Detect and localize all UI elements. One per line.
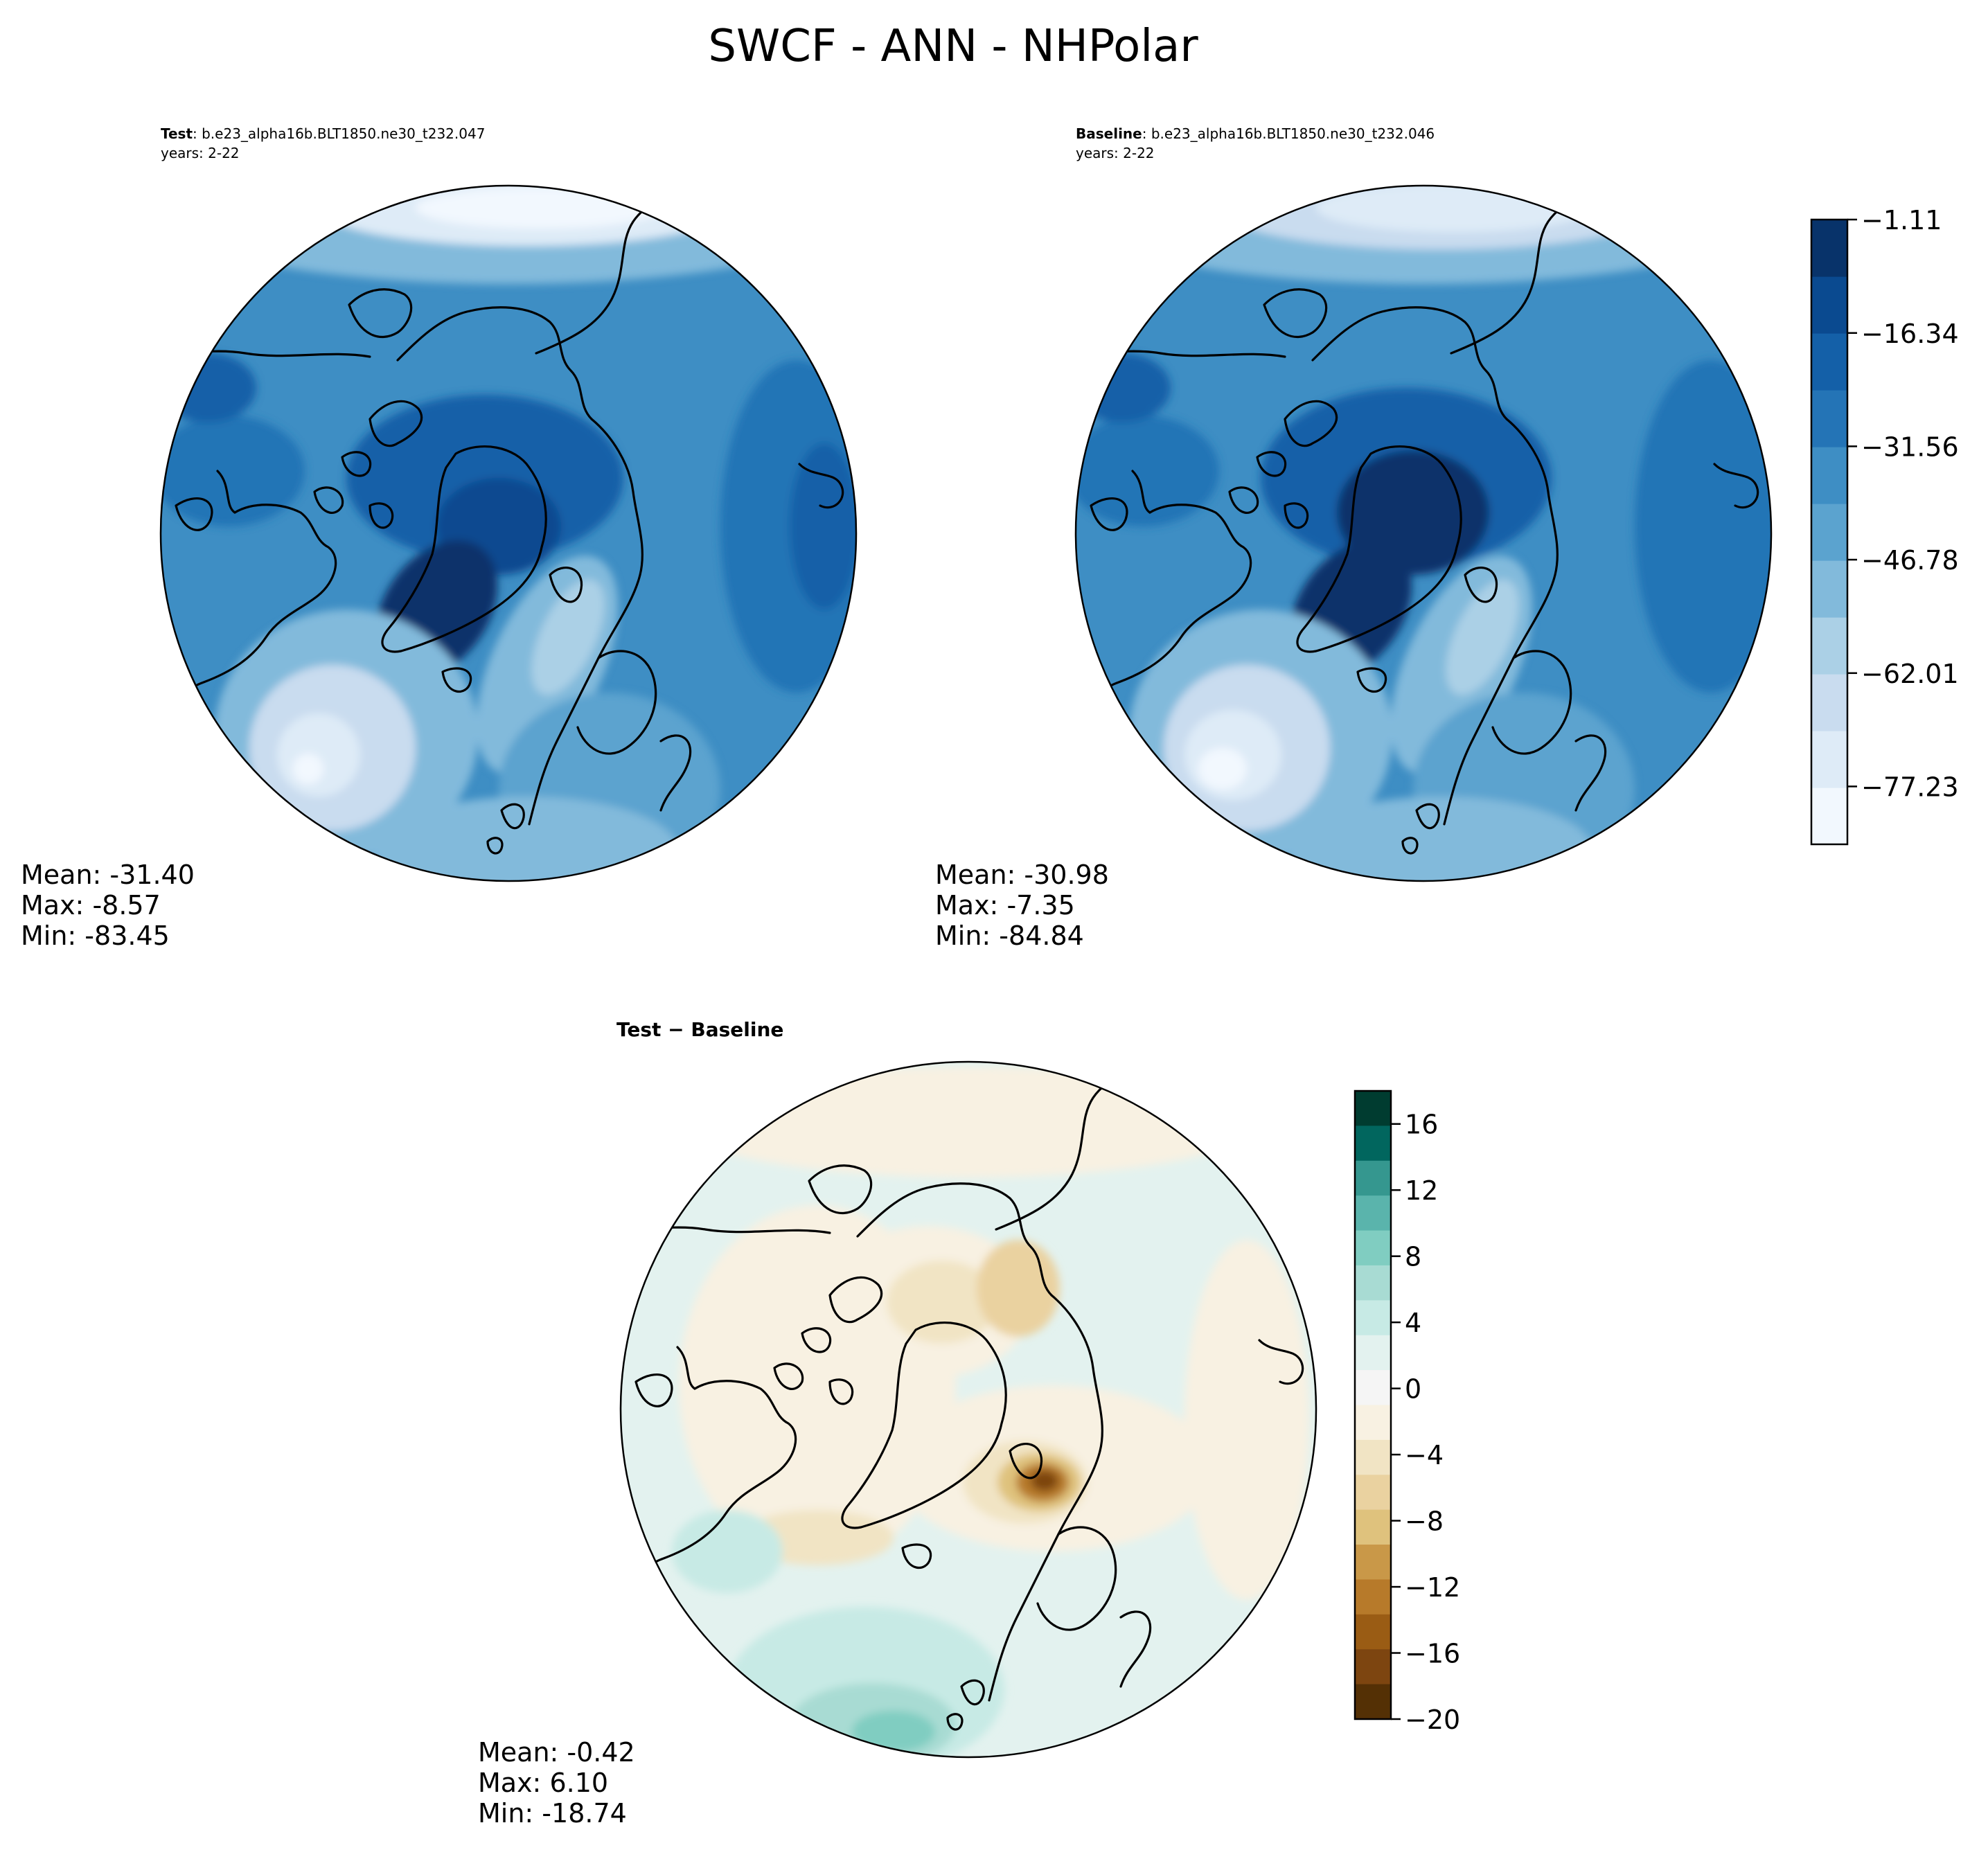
colorbar-swcf-tick-label: −31.56 xyxy=(1861,432,1959,462)
test-stat-mean: Mean: -31.40 xyxy=(21,860,195,890)
colorbar-difference-swatch xyxy=(1355,1230,1391,1266)
panel-test-label: Test: b.e23_alpha16b.BLT1850.ne30_t232.0… xyxy=(161,125,485,142)
colorbar-difference-swatch xyxy=(1355,1684,1391,1720)
colorbar-swcf-tick-label: −77.23 xyxy=(1861,772,1959,802)
test-map xyxy=(161,186,856,881)
difference-stat-min: Min: -18.74 xyxy=(478,1798,627,1829)
colorbar-difference-tick-label: −4 xyxy=(1405,1440,1444,1470)
test-stat-min: Min: -83.45 xyxy=(21,920,170,951)
colorbar-difference-swatch xyxy=(1355,1265,1391,1301)
colorbar-difference-swatch xyxy=(1355,1160,1391,1196)
panel-baseline-label: Baseline: b.e23_alpha16b.BLT1850.ne30_t2… xyxy=(1076,125,1435,142)
difference-stat-max: Max: 6.10 xyxy=(478,1768,608,1798)
difference-map-border xyxy=(619,1060,1317,1759)
figure-title: SWCF - ANN - NHPolar xyxy=(708,21,1198,72)
colorbar-swcf-tick-label: −46.78 xyxy=(1861,545,1959,576)
colorbar-difference-swatch xyxy=(1355,1475,1391,1511)
panel-difference-label: Test − Baseline xyxy=(616,1018,783,1041)
colorbar-difference-swatch xyxy=(1355,1091,1391,1126)
colorbar-swcf: −1.11 −16.34 −31.56 −46.78 −62.01 −77.23 xyxy=(1810,205,1959,846)
colorbar-difference-frame xyxy=(1354,1089,1392,1720)
colorbar-difference: 16 12 8 4 0 −4 −8 −12 −16 −20 xyxy=(1354,1089,1460,1735)
panel-baseline: Baseline: b.e23_alpha16b.BLT1850.ne30_t2… xyxy=(935,125,1773,951)
colorbar-difference-swatch xyxy=(1355,1300,1391,1336)
difference-map xyxy=(621,1062,1316,1757)
colorbar-swcf-swatch xyxy=(1811,447,1847,504)
colorbar-difference-tick-label: −12 xyxy=(1405,1572,1460,1603)
colorbar-difference-swatch xyxy=(1355,1370,1391,1406)
colorbar-swcf-tick-label: −16.34 xyxy=(1861,319,1959,349)
baseline-stat-mean: Mean: -30.98 xyxy=(935,860,1109,890)
colorbar-difference-swatch xyxy=(1355,1195,1391,1231)
colorbar-swcf-swatch xyxy=(1811,788,1847,845)
colorbar-difference-swatch xyxy=(1355,1649,1391,1685)
colorbar-difference-tick-label: 8 xyxy=(1405,1242,1421,1272)
colorbar-swcf-swatch xyxy=(1811,333,1847,391)
colorbar-swcf-swatch xyxy=(1811,674,1847,731)
colorbar-swcf-frame xyxy=(1810,218,1849,846)
colorbar-difference-swatch xyxy=(1355,1509,1391,1545)
baseline-map-border xyxy=(1074,184,1773,882)
colorbar-difference-swatch xyxy=(1355,1579,1391,1615)
baseline-stat-min: Min: -84.84 xyxy=(935,920,1084,951)
colorbar-swcf-swatch xyxy=(1811,276,1847,334)
colorbar-difference-tick-label: −20 xyxy=(1405,1705,1460,1735)
colorbar-swcf-tick-label: −62.01 xyxy=(1861,659,1959,689)
panel-test-label-rest: : b.e23_alpha16b.BLT1850.ne30_t232.047 xyxy=(193,125,485,142)
colorbar-swcf-swatch xyxy=(1811,560,1847,618)
colorbar-difference-swatch xyxy=(1355,1614,1391,1650)
test-stat-max: Max: -8.57 xyxy=(21,890,161,920)
colorbar-difference-tick-label: −8 xyxy=(1405,1506,1444,1537)
colorbar-swcf-swatch xyxy=(1811,220,1847,277)
colorbar-difference-tick-label: 12 xyxy=(1405,1175,1438,1206)
colorbar-difference-tick-label: 4 xyxy=(1405,1308,1421,1338)
colorbar-difference-tick-label: −16 xyxy=(1405,1639,1460,1669)
colorbar-swcf-swatch xyxy=(1811,731,1847,788)
test-map-border xyxy=(159,184,858,882)
colorbar-swcf-swatch xyxy=(1811,390,1847,447)
panel-baseline-years: years: 2-22 xyxy=(1076,145,1155,161)
colorbar-difference-swatch xyxy=(1355,1335,1391,1371)
colorbar-swcf-swatch xyxy=(1811,617,1847,675)
colorbar-swcf-tick-label: −1.11 xyxy=(1861,205,1942,235)
panel-test-years: years: 2-22 xyxy=(161,145,240,161)
colorbar-difference-tick-label: 16 xyxy=(1405,1110,1438,1140)
panel-baseline-label-rest: : b.e23_alpha16b.BLT1850.ne30_t232.046 xyxy=(1142,125,1435,142)
colorbar-difference-swatch xyxy=(1355,1439,1391,1475)
colorbar-difference-swatch xyxy=(1355,1126,1391,1162)
colorbar-swcf-swatch xyxy=(1811,504,1847,561)
difference-stat-mean: Mean: -0.42 xyxy=(478,1737,635,1768)
colorbar-difference-swatch xyxy=(1355,1545,1391,1581)
panel-baseline-label-bold: Baseline xyxy=(1076,125,1142,142)
baseline-stat-max: Max: -7.35 xyxy=(935,890,1075,920)
panel-test: Test: b.e23_alpha16b.BLT1850.ne30_t232.0… xyxy=(21,125,858,951)
colorbar-difference-tick-label: 0 xyxy=(1405,1374,1421,1405)
panel-difference: Test − Baseline xyxy=(478,1018,1317,1829)
panel-test-label-bold: Test xyxy=(161,125,193,142)
baseline-map xyxy=(1076,186,1771,881)
colorbar-difference-swatch xyxy=(1355,1405,1391,1441)
